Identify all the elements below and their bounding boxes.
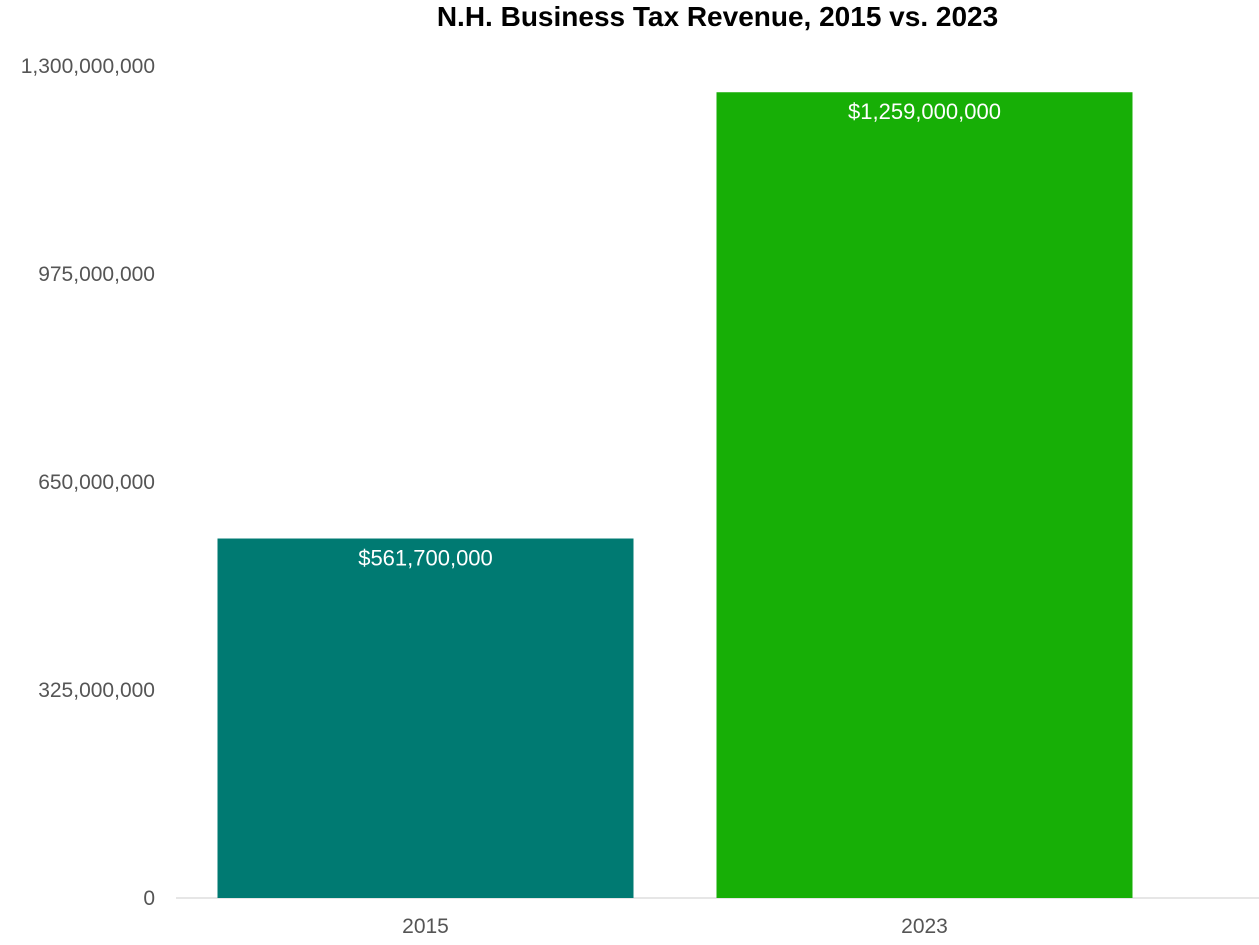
- y-tick-label: 1,300,000,000: [21, 55, 155, 78]
- x-tick-label: 2023: [901, 915, 948, 938]
- data-label-2023: $1,259,000,000: [848, 99, 1001, 124]
- data-label-2015: $561,700,000: [358, 546, 493, 571]
- bars-group: $561,700,000 $1,259,000,000: [217, 92, 1133, 899]
- chart-title: N.H. Business Tax Revenue, 2015 vs. 2023: [436, 1, 999, 32]
- y-tick-label: 975,000,000: [38, 263, 155, 286]
- y-tick-label: 0: [143, 887, 155, 910]
- bar-2015: [217, 538, 634, 898]
- x-axis: 2015 2023: [402, 915, 948, 938]
- x-tick-label: 2015: [402, 915, 449, 938]
- y-tick-label: 650,000,000: [38, 471, 155, 494]
- y-tick-label: 325,000,000: [38, 679, 155, 702]
- y-axis: 0 325,000,000 650,000,000 975,000,000 1,300,…: [21, 55, 155, 910]
- bar-2023: [716, 92, 1133, 899]
